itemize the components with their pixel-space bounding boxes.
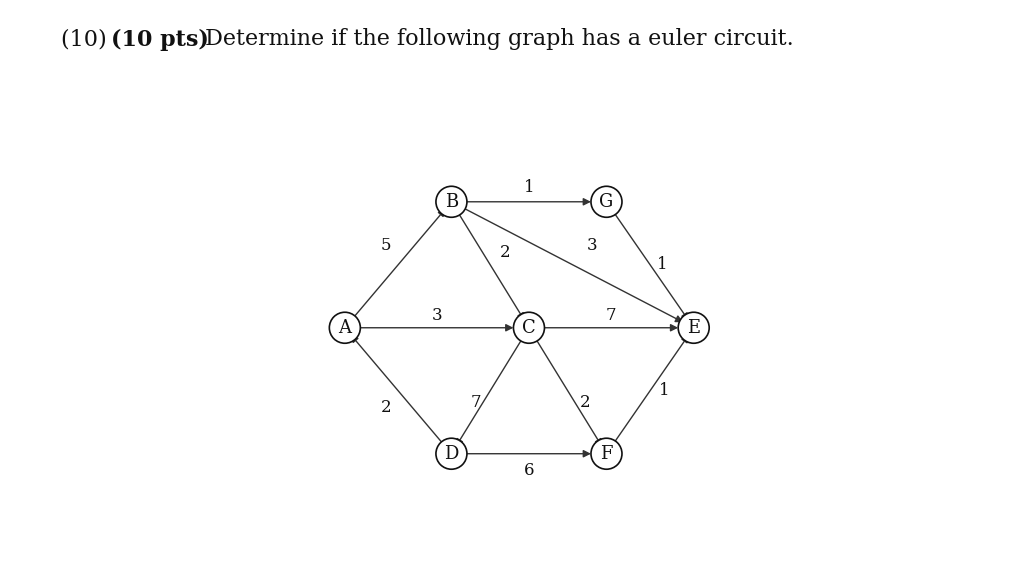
Text: 1: 1 — [523, 179, 535, 196]
Text: (10): (10) — [61, 28, 115, 51]
Circle shape — [436, 438, 467, 469]
Text: 1: 1 — [659, 382, 670, 399]
Text: 1: 1 — [656, 256, 668, 273]
Text: G: G — [599, 193, 613, 211]
Text: 2: 2 — [500, 244, 510, 261]
Circle shape — [591, 438, 622, 469]
Circle shape — [678, 312, 710, 343]
Circle shape — [513, 312, 545, 343]
Text: 2: 2 — [381, 399, 391, 416]
Text: 7: 7 — [470, 394, 481, 412]
Circle shape — [436, 186, 467, 217]
Text: (10 pts): (10 pts) — [111, 28, 209, 51]
Text: C: C — [522, 319, 536, 337]
Text: B: B — [444, 193, 458, 211]
Text: 6: 6 — [523, 462, 535, 479]
Text: E: E — [687, 319, 700, 337]
Text: 2: 2 — [580, 394, 590, 412]
Text: Determine if the following graph has a euler circuit.: Determine if the following graph has a e… — [198, 28, 794, 51]
Text: 3: 3 — [431, 307, 442, 324]
Circle shape — [591, 186, 622, 217]
Text: D: D — [444, 445, 459, 463]
Circle shape — [330, 312, 360, 343]
Text: 7: 7 — [606, 307, 616, 324]
Text: 3: 3 — [587, 237, 597, 254]
Text: A: A — [338, 319, 351, 337]
Text: F: F — [600, 445, 612, 463]
Text: 5: 5 — [381, 237, 391, 254]
